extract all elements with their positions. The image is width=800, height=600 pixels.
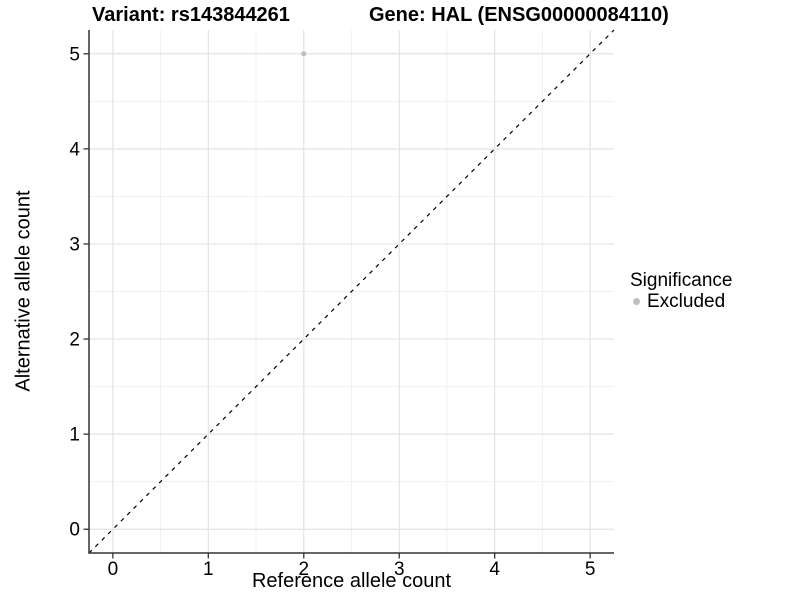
y-axis-title: Alternative allele count bbox=[12, 190, 35, 392]
x-tick-label: 0 bbox=[108, 559, 119, 580]
y-tick-label: 2 bbox=[69, 330, 80, 351]
y-tick-label: 4 bbox=[69, 139, 80, 160]
y-tick-label: 5 bbox=[69, 44, 80, 65]
x-tick-label: 1 bbox=[203, 559, 214, 580]
y-tick-label: 0 bbox=[69, 520, 80, 541]
identity-dashed-line bbox=[88, 29, 615, 554]
plot-title-variant: Variant: rs143844261 bbox=[92, 4, 290, 26]
legend: Significance Excluded bbox=[630, 270, 732, 312]
y-tick-label: 1 bbox=[69, 425, 80, 446]
x-tick-label: 4 bbox=[489, 559, 500, 580]
legend-title: Significance bbox=[630, 270, 733, 291]
legend-item-label: Excluded bbox=[647, 291, 726, 312]
x-tick-label: 2 bbox=[298, 559, 309, 580]
plot-title-gene: Gene: HAL (ENSG00000084110) bbox=[369, 4, 669, 26]
data-point bbox=[301, 51, 307, 57]
x-tick-label: 3 bbox=[394, 559, 405, 580]
legend-item-excluded: Excluded bbox=[630, 291, 732, 312]
y-tick-label: 3 bbox=[69, 234, 80, 255]
x-axis-title: Reference allele count bbox=[251, 570, 451, 592]
x-tick-label: 5 bbox=[585, 559, 596, 580]
legend-key-dot-icon bbox=[633, 298, 640, 305]
